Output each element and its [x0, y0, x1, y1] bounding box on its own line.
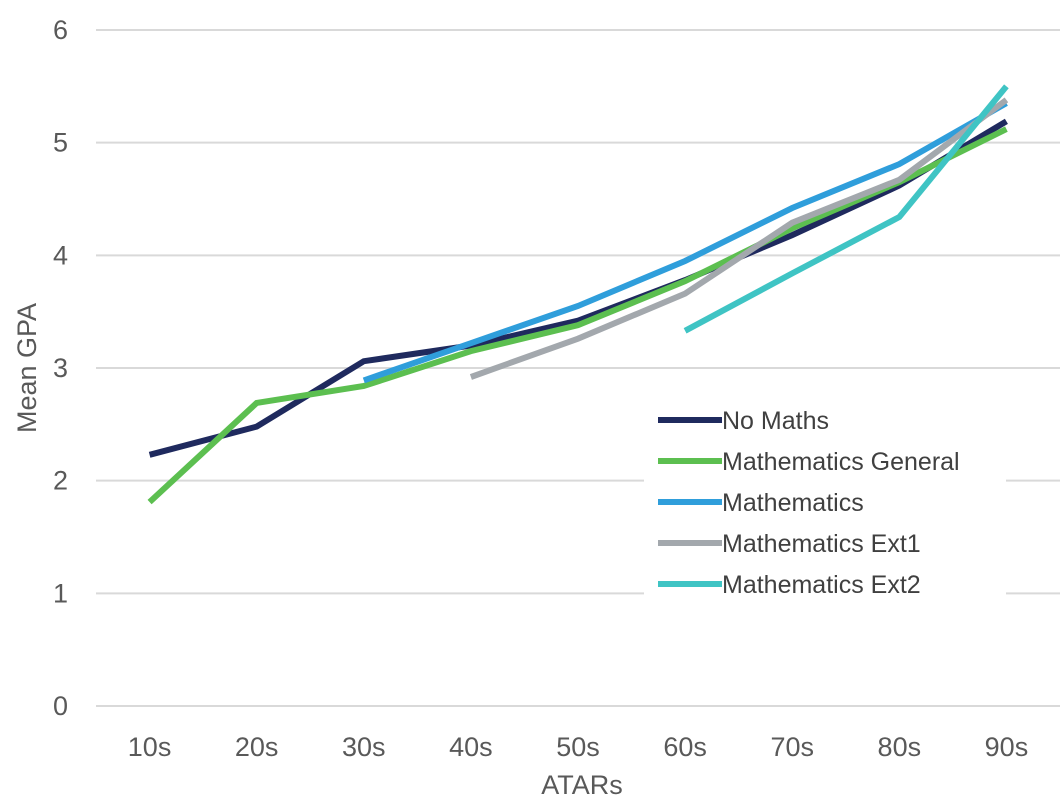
x-tick-label: 40s: [449, 732, 493, 762]
gridlines: [96, 29, 1060, 707]
legend-label-mathematics: Mathematics: [722, 489, 864, 517]
y-tick-label: 4: [53, 240, 68, 270]
y-tick-label: 6: [53, 15, 68, 45]
x-axis-ticks: 10s 20s 30s 40s 50s 60s 70s 80s 90s: [128, 732, 1028, 762]
x-tick-label: 10s: [128, 732, 172, 762]
legend-label-no-maths: No Maths: [722, 407, 829, 435]
y-axis-title: Mean GPA: [12, 303, 42, 433]
y-tick-label: 0: [53, 691, 68, 721]
series-line-mathematics-ext1: [469, 97, 1009, 380]
x-axis-title: ATARs: [541, 770, 623, 798]
x-tick-label: 20s: [235, 732, 279, 762]
legend-label-mathematics-ext1: Mathematics Ext1: [722, 530, 921, 558]
y-axis-ticks: 0 1 2 3 4 5 6: [53, 15, 68, 721]
x-tick-label: 80s: [878, 732, 922, 762]
y-tick-label: 3: [53, 353, 68, 383]
legend-label-mathematics-ext2: Mathematics Ext2: [722, 571, 921, 599]
x-tick-label: 50s: [556, 732, 600, 762]
x-tick-label: 60s: [663, 732, 707, 762]
series-lines: [147, 84, 1009, 505]
y-tick-label: 2: [53, 466, 68, 496]
series-line-mathematics-ext2: [683, 84, 1009, 334]
legend: No Maths Mathematics General Mathematics Ma…: [644, 398, 1006, 609]
series-line-no-maths: [148, 118, 1008, 458]
y-tick-label: 5: [53, 128, 68, 158]
x-tick-label: 30s: [342, 732, 386, 762]
y-tick-label: 1: [53, 578, 68, 608]
x-tick-label: 90s: [985, 732, 1029, 762]
x-tick-label: 70s: [770, 732, 814, 762]
series-line-mathematics-general: [147, 126, 1008, 505]
legend-label-mathematics-general: Mathematics General: [722, 448, 960, 476]
series-line-mathematics: [362, 100, 1008, 384]
